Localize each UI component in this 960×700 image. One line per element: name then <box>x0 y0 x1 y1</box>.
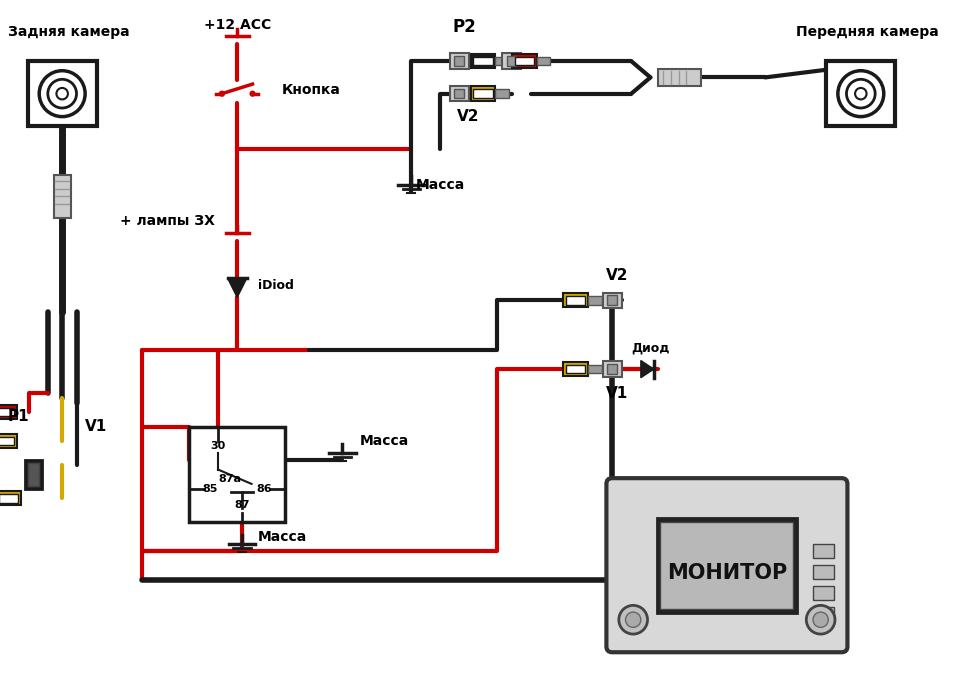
Bar <box>608 364 617 374</box>
Text: P1: P1 <box>8 410 29 424</box>
Bar <box>660 522 793 609</box>
Bar <box>813 586 834 600</box>
Bar <box>189 426 285 522</box>
Bar <box>470 87 495 101</box>
Bar <box>537 57 550 66</box>
Bar <box>658 69 701 86</box>
Text: + лампы ЗХ: + лампы ЗХ <box>120 214 215 228</box>
Bar <box>0 434 17 448</box>
Text: Масса: Масса <box>258 529 307 543</box>
Circle shape <box>251 91 255 96</box>
Text: 86: 86 <box>256 484 272 494</box>
Bar <box>473 90 492 98</box>
Text: 85: 85 <box>203 484 218 494</box>
Bar <box>25 460 42 489</box>
Polygon shape <box>228 279 247 298</box>
FancyBboxPatch shape <box>607 478 848 652</box>
Bar <box>28 61 97 126</box>
Bar <box>588 296 602 304</box>
Bar <box>0 408 14 416</box>
Bar <box>507 57 516 66</box>
Bar <box>454 89 464 99</box>
Text: Передняя камера: Передняя камера <box>796 25 939 39</box>
Bar <box>502 53 521 69</box>
Text: 87a: 87a <box>218 474 241 484</box>
Text: Масса: Масса <box>360 434 409 448</box>
Bar <box>0 491 21 505</box>
Bar <box>473 57 492 66</box>
Circle shape <box>855 88 867 99</box>
Circle shape <box>626 612 641 627</box>
Bar <box>564 362 588 377</box>
Polygon shape <box>641 360 654 378</box>
Text: МОНИТОР: МОНИТОР <box>667 563 787 583</box>
Circle shape <box>619 606 648 634</box>
Bar <box>566 365 586 373</box>
Bar <box>0 405 17 419</box>
Bar <box>813 544 834 558</box>
Circle shape <box>39 71 85 117</box>
Bar <box>0 437 14 445</box>
Circle shape <box>847 79 876 108</box>
Bar <box>603 293 622 308</box>
Bar <box>449 53 468 69</box>
Text: 87: 87 <box>234 500 250 510</box>
Bar <box>495 57 509 66</box>
Text: P2: P2 <box>452 18 476 36</box>
Text: Кнопка: Кнопка <box>282 83 341 97</box>
Bar <box>566 296 586 304</box>
Circle shape <box>48 79 77 108</box>
Text: V1: V1 <box>606 386 628 400</box>
Bar <box>54 176 71 218</box>
Bar <box>512 54 537 69</box>
Circle shape <box>813 612 828 627</box>
Text: iDiod: iDiod <box>258 279 294 293</box>
Bar <box>28 463 39 486</box>
Circle shape <box>838 71 884 117</box>
Circle shape <box>57 88 68 99</box>
Text: V1: V1 <box>84 419 107 434</box>
Bar <box>495 90 509 98</box>
Bar <box>813 565 834 579</box>
Bar <box>515 57 534 66</box>
Bar <box>0 494 18 503</box>
Bar <box>588 365 602 373</box>
Bar <box>608 295 617 305</box>
Bar <box>449 86 468 101</box>
Text: Задняя камера: Задняя камера <box>8 25 130 39</box>
Bar <box>603 361 622 377</box>
Text: V2: V2 <box>457 109 480 124</box>
Text: Диод: Диод <box>631 342 670 355</box>
Bar <box>470 54 495 69</box>
Bar <box>564 293 588 307</box>
Text: 30: 30 <box>210 440 226 451</box>
Circle shape <box>806 606 835 634</box>
Bar <box>454 57 464 66</box>
Circle shape <box>220 91 225 96</box>
Bar <box>827 61 896 126</box>
Text: +12 ACC: +12 ACC <box>204 18 271 32</box>
Text: V2: V2 <box>606 268 628 283</box>
Bar <box>813 608 834 621</box>
Text: Масса: Масса <box>416 178 466 192</box>
Bar <box>657 518 797 612</box>
